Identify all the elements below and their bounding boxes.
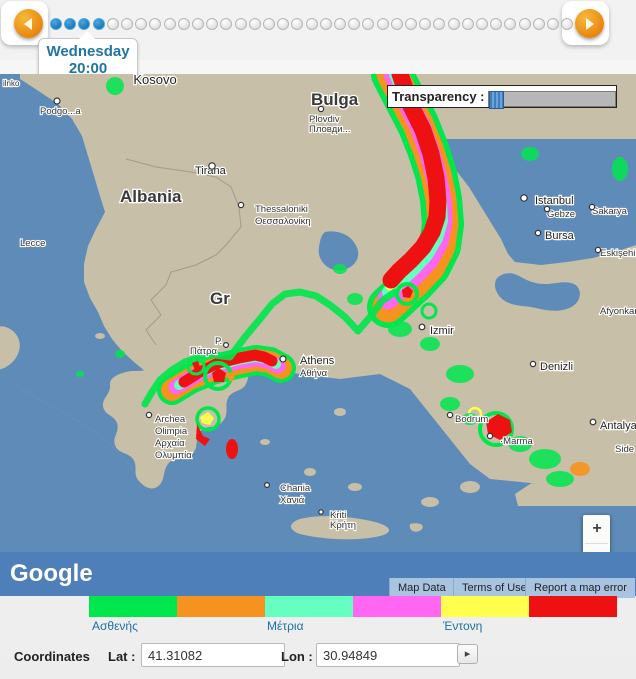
svg-text:Πάτρα: Πάτρα [190, 346, 218, 357]
svg-text:Пловди...: Пловди... [309, 124, 350, 135]
svg-text:Θεσσαλονίκη: Θεσσαλονίκη [255, 216, 311, 227]
svg-text:Bodrum: Bodrum [455, 414, 488, 425]
svg-text:·Marma: ·Marma [500, 436, 533, 447]
svg-text:Thessaloniki: Thessaloniki [255, 204, 308, 215]
svg-text:Side: Side [615, 444, 634, 455]
svg-text:Αρχαία: Αρχαία [155, 438, 185, 449]
svg-text:Podgo...a: Podgo...a [40, 106, 81, 117]
svg-text:Αθήνα: Αθήνα [300, 368, 328, 379]
svg-text:Sakarya: Sakarya [592, 206, 628, 217]
svg-text:Albania: Albania [120, 187, 182, 206]
svg-text:Afyonkarahisa: Afyonkarahisa [600, 306, 636, 317]
svg-text:Antalya: Antalya [600, 420, 636, 432]
svg-text:Istanbul: Istanbul [535, 195, 574, 207]
svg-text:Eskişehir: Eskişehir [600, 248, 636, 259]
svg-text:Lecce: Lecce [20, 238, 45, 249]
svg-text:Denizli: Denizli [540, 361, 573, 373]
svg-text:Athens: Athens [300, 355, 335, 367]
svg-text:Chania: Chania [280, 483, 311, 494]
svg-text:ilnko: ilnko [3, 79, 20, 88]
svg-text:Χανιά: Χανιά [280, 495, 305, 506]
svg-text:Bulga: Bulga [311, 90, 359, 109]
svg-text:Archea: Archea [155, 414, 186, 425]
svg-text:Kosovo: Kosovo [133, 74, 176, 87]
svg-text:Κρήτη: Κρήτη [330, 520, 356, 531]
svg-text:Izmir: Izmir [430, 325, 454, 337]
svg-text:Bursa: Bursa [545, 230, 575, 242]
svg-text:Olimpia: Olimpia [155, 426, 188, 437]
svg-text:Gr: Gr [210, 289, 230, 308]
svg-text:Gebze: Gebze [547, 209, 575, 220]
svg-text:Ολυμπία: Ολυμπία [155, 450, 192, 461]
